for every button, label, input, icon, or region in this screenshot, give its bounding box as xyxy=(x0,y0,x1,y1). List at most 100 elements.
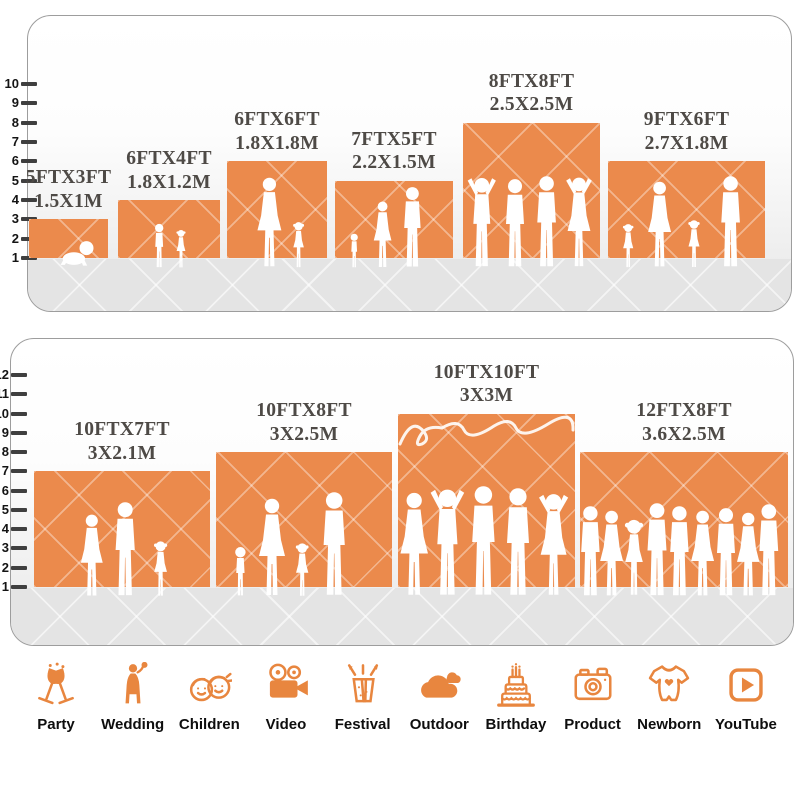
person-silhouette-girl xyxy=(623,224,634,268)
category-label: Video xyxy=(265,716,307,733)
size-ft-line: 8FTX8FT xyxy=(488,70,575,92)
floor-area xyxy=(28,259,791,311)
size-m-line: 1.8X1.2M xyxy=(127,171,211,193)
ruler-tick xyxy=(21,120,37,125)
category-row: Party Wedding Children Video Festival Ou… xyxy=(24,661,778,733)
ruler-number: 5 xyxy=(11,172,19,188)
category-item-birthday: Birthday xyxy=(484,662,548,733)
ruler-number: 4 xyxy=(1,521,9,537)
size-m-line: 2.2X1.5M xyxy=(352,152,436,174)
backdrop-size-label: 10FTX8FT 3X2.5M xyxy=(194,399,414,446)
ruler-tick xyxy=(21,82,37,87)
category-label: Newborn xyxy=(637,716,702,733)
ruler-tick xyxy=(11,507,27,512)
category-item-youtube: YouTube xyxy=(714,662,778,733)
category-item-children: Children xyxy=(177,662,241,733)
ruler-number: 11 xyxy=(0,386,9,402)
ruler-tick xyxy=(21,159,37,164)
ruler-tick xyxy=(11,546,27,551)
ruler-number: 3 xyxy=(1,540,9,556)
size-ft-line: 7FTX5FT xyxy=(351,128,437,150)
ruler-tick xyxy=(11,392,27,397)
category-label: Party xyxy=(37,716,75,733)
size-ft-line: 6FTX6FT xyxy=(234,109,320,131)
wedding-icon xyxy=(110,661,156,708)
ruler-number: 12 xyxy=(0,367,9,383)
category-label: Birthday xyxy=(485,716,547,733)
size-m-line: 2.7X1.8M xyxy=(644,132,729,154)
person-silhouette-womanup xyxy=(566,177,593,267)
ruler-tick xyxy=(21,198,37,202)
backdrop-size-label: 6FTX6FT 1.8X1.8M xyxy=(167,108,387,155)
backdrop-rect xyxy=(29,219,108,258)
backdrop-size-label: 10FTX10FT 3X3M xyxy=(377,361,597,408)
ruler-number: 9 xyxy=(1,424,9,440)
floor-area xyxy=(11,588,793,645)
category-label: Wedding xyxy=(101,716,165,733)
size-m-line: 1.5X1M xyxy=(34,190,103,212)
ruler-tick xyxy=(11,585,27,589)
person-silhouette-man xyxy=(721,176,740,267)
size-ft-line: 10FTX8FT xyxy=(256,400,352,422)
person-silhouette-girl xyxy=(688,220,701,267)
category-item-outdoor: Outdoor xyxy=(407,662,471,733)
category-item-party: Party xyxy=(24,662,88,733)
person-silhouette-womanup xyxy=(539,494,569,595)
person-silhouette-woman xyxy=(259,498,286,595)
size-m-line: 1.8X1.8M xyxy=(235,132,319,154)
person-silhouette-girl xyxy=(176,229,186,268)
ruler-number: 5 xyxy=(1,501,9,517)
size-ft-line: 6FTX4FT xyxy=(126,148,212,169)
product-icon xyxy=(570,662,616,708)
backdrop-rect xyxy=(118,200,220,258)
script-decoration xyxy=(398,415,575,446)
person-silhouette-man xyxy=(404,187,422,267)
size-m-line: 3X2.5M xyxy=(269,423,339,445)
person-silhouette-man xyxy=(759,504,779,596)
ruler-number: 1 xyxy=(11,250,19,265)
person-silhouette-woman xyxy=(373,201,392,267)
ruler-tick xyxy=(21,101,37,106)
category-item-wedding: Wedding xyxy=(101,661,165,733)
category-item-video: Video xyxy=(254,662,318,733)
person-silhouette-manup xyxy=(468,178,497,267)
size-m-line: 3X2.1M xyxy=(87,442,157,464)
ruler-number: 9 xyxy=(11,95,19,111)
category-label: Product xyxy=(564,716,621,733)
ruler-number: 8 xyxy=(1,444,9,460)
size-ft-line: 10FTX10FT xyxy=(433,361,540,383)
ruler-tick xyxy=(11,450,27,455)
newborn-icon xyxy=(646,662,692,708)
ruler-number: 6 xyxy=(1,482,9,498)
birthday-icon xyxy=(493,662,539,708)
size-m-line: 2.5X2.5M xyxy=(489,94,574,116)
ruler-number: 7 xyxy=(1,463,9,479)
size-m-line: 3X3M xyxy=(459,385,514,407)
ruler-number: 1 xyxy=(1,579,9,594)
ruler-tick xyxy=(11,488,27,493)
person-silhouette-woman xyxy=(257,177,281,267)
category-label: YouTube xyxy=(714,716,777,733)
backdrop-size-label: 9FTX6FT 2.7X1.8M xyxy=(577,108,797,155)
backdrop-size-label: 8FTX8FT 2.5X2.5M xyxy=(422,70,642,117)
category-item-festival: Festival xyxy=(331,662,395,733)
backdrop-size-label: 7FTX5FT 2.2X1.5M xyxy=(284,128,504,175)
category-label: Children xyxy=(178,716,240,733)
ruler-tick xyxy=(11,430,27,435)
backdrop-size-label: 12FTX8FT 3.6X2.5M xyxy=(574,399,794,446)
ruler-number: 2 xyxy=(11,230,19,246)
ruler-number: 8 xyxy=(11,114,19,130)
person-silhouette-man xyxy=(323,492,345,595)
ruler-tick xyxy=(11,469,27,474)
ruler-number: 3 xyxy=(11,211,19,227)
size-m-line: 3.6X2.5M xyxy=(642,423,726,445)
ruler-tick xyxy=(11,373,27,378)
ruler-number: 6 xyxy=(11,153,19,169)
person-silhouette-man xyxy=(115,502,136,596)
ruler-number: 10 xyxy=(0,405,9,421)
size-ft-line: 9FTX6FT xyxy=(643,109,730,131)
ruler-number: 4 xyxy=(11,192,19,207)
outdoor-icon xyxy=(416,662,462,708)
festival-icon xyxy=(340,662,386,708)
